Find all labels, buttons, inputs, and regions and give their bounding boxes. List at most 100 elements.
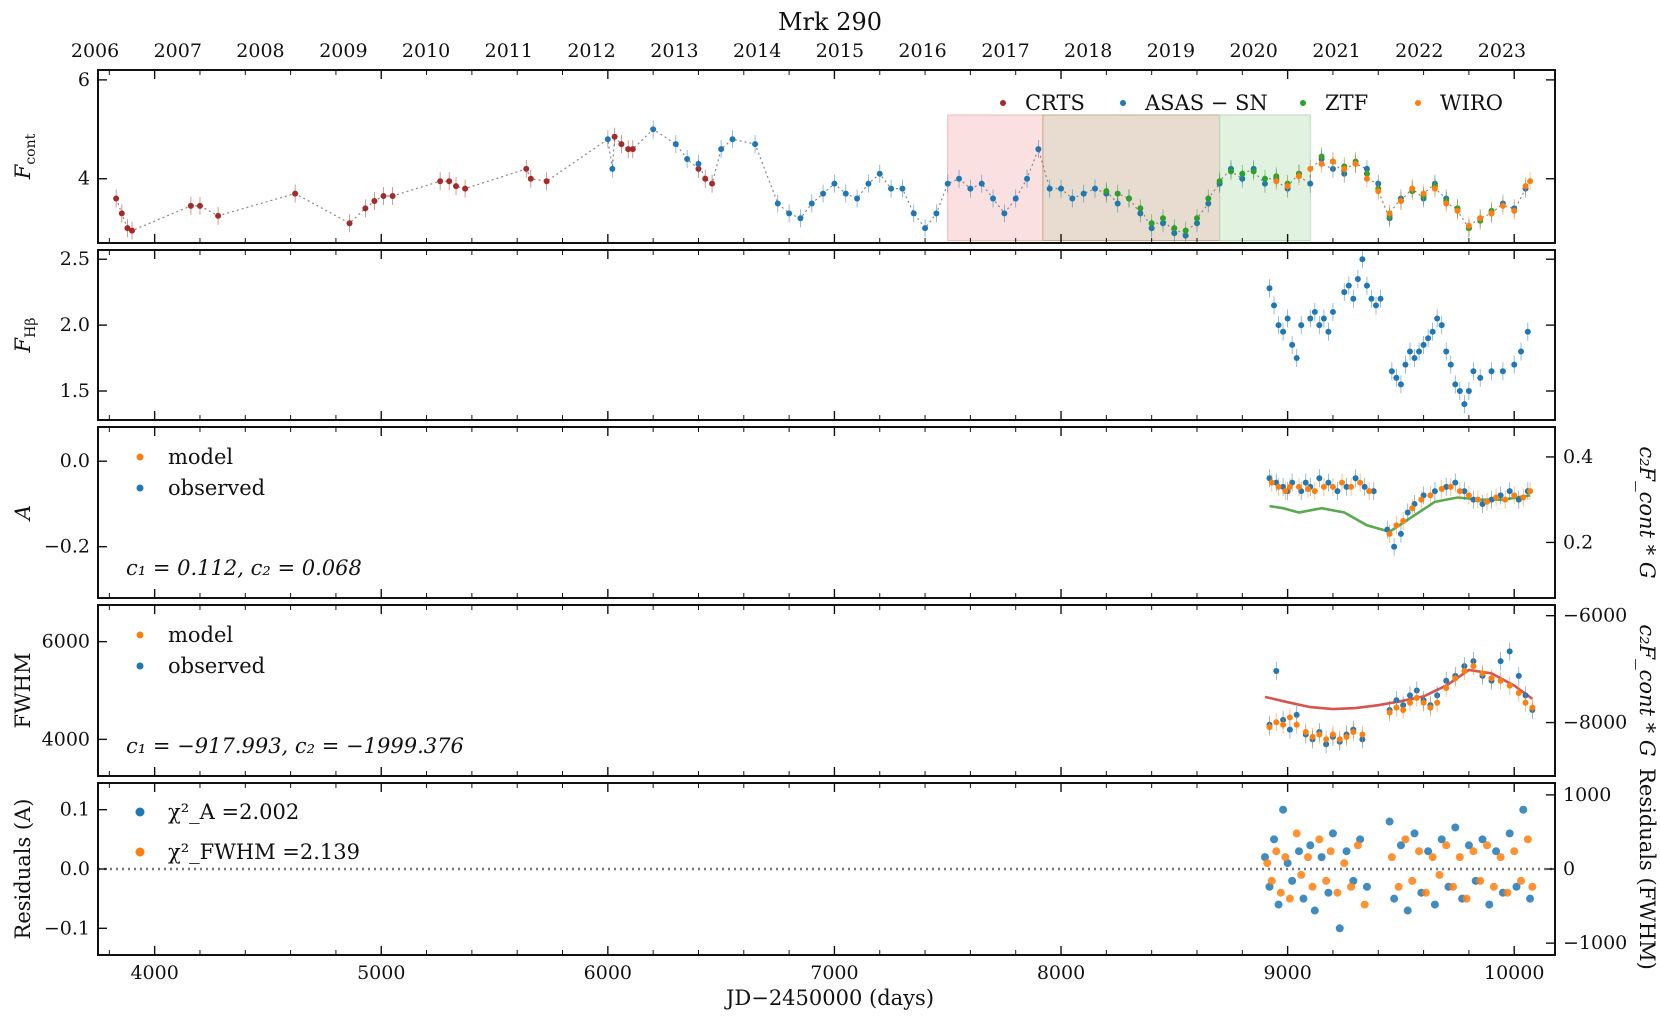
data-point (1024, 175, 1031, 182)
data-point (1171, 225, 1178, 232)
data-point (543, 178, 550, 185)
legend-marker (1300, 100, 1306, 106)
data-point (1343, 483, 1350, 490)
data-point (1311, 488, 1318, 495)
top-year-label: 2010 (402, 40, 450, 62)
data-point (1341, 289, 1348, 296)
data-point (1393, 704, 1400, 711)
legend-marker (136, 484, 144, 492)
data-point (1493, 494, 1500, 501)
plot-area (1266, 469, 1534, 556)
data-point (1416, 348, 1423, 355)
data-point (1488, 210, 1495, 217)
data-point (1515, 496, 1522, 503)
legend-marker (136, 662, 144, 670)
data-point (797, 215, 804, 222)
data-point (527, 175, 534, 182)
data-point (956, 175, 963, 182)
data-point (1404, 509, 1411, 516)
data-point (1325, 328, 1332, 335)
data-point (1447, 483, 1454, 490)
x-tick-label: 8000 (1037, 962, 1085, 984)
data-point (523, 165, 530, 172)
data-point (1400, 707, 1407, 714)
data-point (1515, 689, 1522, 696)
right-axis-label: c₂F_cont * G (1635, 624, 1659, 756)
data-point (1479, 670, 1486, 677)
right-axis-label: Residuals (FWHM) (1635, 768, 1659, 970)
data-point (1275, 483, 1282, 490)
data-point (1452, 675, 1459, 682)
data-point (1465, 222, 1472, 229)
plot-area (1264, 642, 1536, 754)
data-point (888, 185, 895, 192)
data-point (1442, 841, 1451, 850)
data-point (1347, 882, 1356, 891)
data-point (1527, 178, 1534, 185)
data-point (362, 205, 369, 212)
data-point (1470, 496, 1477, 503)
data-point (1517, 876, 1526, 885)
y-tick-label: 4 (78, 168, 90, 190)
legend-marker (1120, 100, 1126, 106)
data-point (1336, 736, 1343, 743)
data-point (1489, 882, 1498, 891)
data-point (1497, 658, 1504, 665)
y-tick-label: 6000 (42, 631, 90, 653)
data-point (1477, 215, 1484, 222)
data-point (1502, 496, 1509, 503)
panel-frame (97, 426, 1556, 599)
series--a-2-002 (1260, 805, 1535, 933)
data-point (1452, 381, 1459, 388)
x-axis-label: JD−2450000 (days) (724, 986, 934, 1010)
top-year-label: 2021 (1312, 40, 1360, 62)
data-point (1397, 530, 1404, 537)
data-point (854, 195, 861, 202)
data-point (1159, 215, 1166, 222)
data-point (990, 195, 997, 202)
y-tick-label: −0.2 (44, 536, 90, 558)
fit-annotation: c₁ = −917.993, c₂ = −1999.376 (126, 734, 464, 758)
series-h-beta (1266, 250, 1531, 414)
right-tick-label: −1000 (1563, 932, 1627, 954)
data-point (1461, 401, 1468, 408)
data-point (1424, 847, 1433, 856)
data-point (1334, 488, 1341, 495)
data-point (1299, 894, 1308, 903)
data-point (1388, 368, 1395, 375)
data-point (1329, 308, 1336, 315)
data-point (604, 136, 611, 143)
data-point (1420, 699, 1427, 706)
data-point (1266, 285, 1273, 292)
data-point (1292, 829, 1301, 838)
data-point (1431, 488, 1438, 495)
data-point (1409, 185, 1416, 192)
data-point (1280, 328, 1287, 335)
data-point (1329, 731, 1336, 738)
data-point (672, 141, 679, 148)
data-point (774, 200, 781, 207)
data-point (1447, 361, 1454, 368)
data-point (1182, 227, 1189, 234)
data-point (1370, 488, 1377, 495)
data-point (1503, 888, 1512, 897)
data-point (1461, 488, 1468, 495)
chart-title: Mrk 290 (778, 8, 882, 36)
data-point (1437, 835, 1446, 844)
y-axis-label: FWHM (11, 653, 35, 729)
data-point (611, 133, 618, 140)
data-point (1386, 709, 1393, 716)
data-point (1286, 483, 1293, 490)
data-point (1293, 721, 1300, 728)
y-tick-label: 0.0 (60, 858, 90, 880)
data-point (629, 146, 636, 153)
data-point (1390, 894, 1399, 903)
data-point (196, 202, 203, 209)
data-point (1286, 714, 1293, 721)
data-point (1372, 302, 1379, 309)
data-point (1320, 315, 1327, 322)
data-point (1266, 724, 1273, 731)
data-point (1267, 876, 1276, 885)
data-point (1340, 859, 1349, 868)
